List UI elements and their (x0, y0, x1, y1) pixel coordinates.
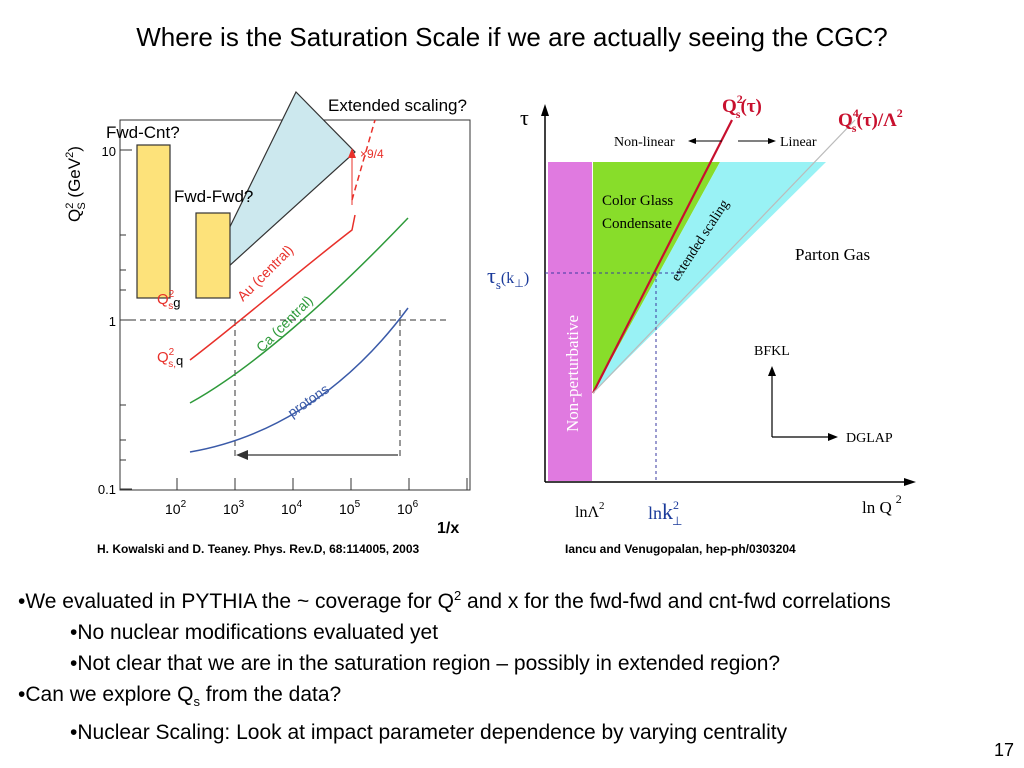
x-axis-label: 1/x (437, 520, 459, 537)
non-linear-label: Non-linear (614, 135, 675, 150)
bullet-item: •Not clear that we are in the saturation… (70, 652, 781, 675)
bullet-item: •We evaluated in PYTHIA the ~ coverage f… (18, 588, 891, 613)
x-tick-label: 103 (223, 499, 245, 517)
fwd-cnt-box (136, 144, 171, 299)
fwd-cnt-label: Fwd-Cnt? (106, 123, 180, 142)
bfkl-label: BFKL (754, 344, 790, 359)
cgc-label-line1: Color Glass (602, 193, 673, 209)
extended-scaling-wedge (195, 90, 356, 297)
figures: 10 1 0.1 102 103 104 105 106 1/x Q2S (Ge… (64, 90, 916, 537)
bullet-list: •We evaluated in PYTHIA the ~ coverage f… (18, 580, 1008, 748)
y-tick-1: 1 (109, 314, 116, 329)
tau-s-label: τs(k⊥) (487, 263, 529, 292)
cgc-label-line2: Condensate (602, 216, 672, 232)
bullet-item: •Nuclear Scaling: Look at impact paramet… (70, 721, 788, 745)
bullet-item: •No nuclear modifications evaluated yet (70, 621, 439, 644)
bullet-item: •Can we explore Qs from the data? (18, 683, 342, 710)
x-tick-label: 106 (397, 499, 419, 517)
right-diagram: τ Q2 s(τ) Q4 s(τ)/Λ2 Non-linear Linear Col… (487, 92, 916, 528)
tau-axis-label: τ (520, 105, 529, 130)
protons-curve (189, 307, 409, 453)
non-perturbative-label: Non-perturbative (563, 315, 582, 432)
slide-number: 17 (993, 740, 1014, 760)
y-tick-10: 10 (102, 144, 116, 159)
fwd-fwd-label: Fwd-Fwd? (174, 187, 253, 206)
x-tick-label: 105 (339, 499, 361, 517)
y-axis-label: Q2S (GeV2) (64, 146, 88, 222)
dglap-label: DGLAP (846, 431, 893, 446)
au-dashed-extension (351, 119, 376, 201)
ca-curve (189, 217, 409, 404)
x-label-ln-lambda: lnΛ2 (575, 500, 605, 521)
slide-title: Where is the Saturation Scale if we are … (136, 22, 888, 52)
fwd-fwd-box (195, 212, 231, 299)
non-perturbative-region (548, 162, 592, 481)
qs-quark-label: Q2 s,q (157, 347, 183, 370)
left-plot: 10 1 0.1 102 103 104 105 106 1/x Q2S (Ge… (64, 90, 471, 537)
x-tick-labels: 102 103 104 105 106 (165, 499, 419, 517)
au-curve (189, 214, 356, 361)
x-tick-label: 104 (281, 499, 303, 517)
factor-annotation: ×9/4 (360, 147, 384, 161)
qs4-label: Q4 s(τ)/Λ2 (838, 106, 903, 135)
parton-gas-label: Parton Gas (795, 245, 870, 264)
qs2-line (592, 119, 733, 394)
qs-gluon-label: Q2 sg (157, 289, 180, 312)
protons-curve-label: protons (285, 381, 332, 421)
citation-right: Iancu and Venugopalan, hep-ph/0303204 (565, 542, 796, 556)
x-label-ln-k: lnk2 ⊥ (648, 498, 682, 528)
extended-scaling-label: Extended scaling? (328, 96, 467, 115)
x-tick-label: 102 (165, 499, 187, 517)
linear-label: Linear (780, 135, 817, 150)
y-tick-0-1: 0.1 (98, 482, 116, 497)
qs2-label: Q2 s(τ) (722, 92, 762, 121)
citation-left: H. Kowalski and D. Teaney. Phys. Rev.D, … (97, 542, 420, 556)
parton-gas-region (593, 162, 826, 393)
